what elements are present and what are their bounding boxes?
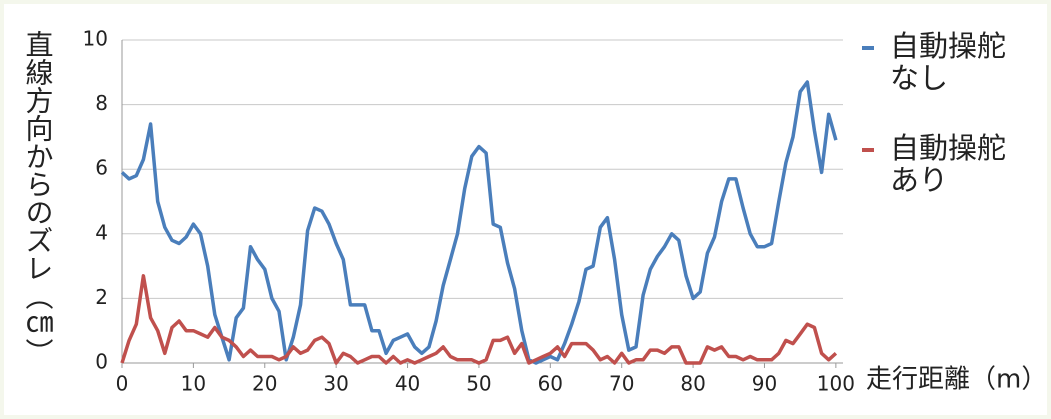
x-tick-label: 80 [680,372,705,396]
y-tick-label: 2 [95,285,108,309]
legend-swatch [862,148,874,152]
data-line [120,80,838,365]
legend-label: 自動操舵なし [890,29,1007,95]
x-tick-label: 20 [252,372,277,396]
y-tick-label: 8 [95,91,108,115]
legend-swatch [862,46,874,50]
legend-item: 自動操舵なし [862,30,1020,94]
y-axis-label: 直線方向からのズレ（㎝） [22,30,55,366]
x-tick-label: 30 [323,372,348,396]
x-tick-label: 0 [116,372,129,396]
legend-label: 自動操舵あり [890,131,1007,197]
x-tick-label: 90 [752,372,777,396]
x-tick-label: 100 [817,372,855,396]
y-tick-label: 10 [83,27,108,51]
y-tick-label: 0 [95,350,108,374]
x-tick-label: 70 [609,372,634,396]
x-tick-label: 10 [181,372,206,396]
y-tick-label: 6 [95,156,108,180]
legend-item: 自動操舵あり [862,132,1020,196]
x-tick-label: 40 [395,372,420,396]
y-tick-label: 4 [95,220,108,244]
x-axis-label: 走行距離（m） [866,365,1047,395]
x-tick-label: 60 [538,372,563,396]
x-tick-label: 50 [466,372,491,396]
data-line [120,274,838,365]
